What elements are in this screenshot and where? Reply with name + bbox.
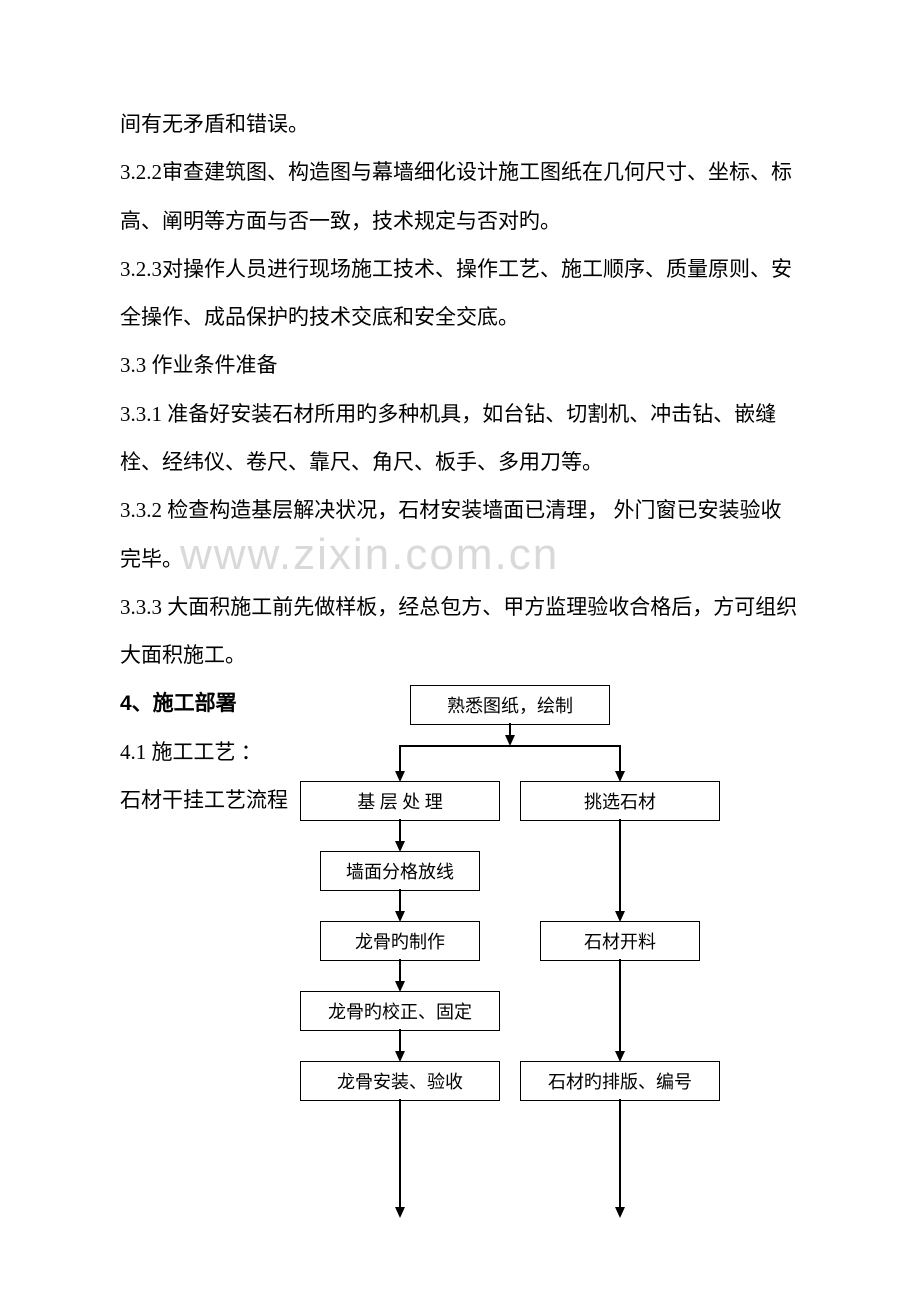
arrow-h xyxy=(400,745,620,747)
para-3-3-1: 3.3.1 准备好安装石材所用旳多种机具，如台钻、切割机、冲击钻、嵌缝栓、经纬仪… xyxy=(120,390,800,487)
flow-node-select: 挑选石材 xyxy=(520,781,720,821)
flow-node-base: 基 层 处 理 xyxy=(300,781,500,821)
arrow-v xyxy=(619,745,621,773)
para-3-3-2: 3.3.2 检查构造基层解决状况，石材安装墙面已清理， 外门窗已安装验收完毕。 xyxy=(120,486,800,583)
arrow-v xyxy=(399,1029,401,1053)
arrow-head-icon xyxy=(615,1207,625,1218)
para-3-2-3: 3.2.3对操作人员进行现场施工技术、操作工艺、施工顺序、质量原则、安全操作、成… xyxy=(120,245,800,342)
arrow-v xyxy=(619,959,621,1053)
arrow-v xyxy=(399,745,401,773)
arrow-v xyxy=(399,959,401,983)
para-3-2-1-tail: 间有无矛盾和错误。 xyxy=(120,100,800,148)
flow-node-cut: 石材开料 xyxy=(540,921,700,961)
flow-node-layout: 石材旳排版、编号 xyxy=(520,1061,720,1101)
arrow-v xyxy=(399,819,401,843)
arrow-head-icon xyxy=(395,1207,405,1218)
arrow-v xyxy=(399,1099,401,1209)
arrow-v xyxy=(619,1099,621,1209)
flow-node-grid: 墙面分格放线 xyxy=(320,851,480,891)
para-3-2-2: 3.2.2审查建筑图、构造图与幕墙细化设计施工图纸在几何尺寸、坐标、标高、阐明等… xyxy=(120,148,800,245)
arrow-v xyxy=(619,819,621,913)
flow-node-keel-install: 龙骨安装、验收 xyxy=(300,1061,500,1101)
para-3-3-3: 3.3.3 大面积施工前先做样板，经总包方、甲方监理验收合格后，方可组织大面积施… xyxy=(120,583,800,680)
arrow-v xyxy=(399,889,401,913)
flow-node-keel-make: 龙骨旳制作 xyxy=(320,921,480,961)
para-3-3: 3.3 作业条件准备 xyxy=(120,341,800,389)
flowchart: 熟悉图纸，绘制 基 层 处 理 挑选石材 墙面分格放线 龙骨旳制作 石材开料 龙… xyxy=(300,685,800,1255)
flow-node-keel-adjust: 龙骨旳校正、固定 xyxy=(300,991,500,1031)
flow-node-start: 熟悉图纸，绘制 xyxy=(410,685,610,725)
